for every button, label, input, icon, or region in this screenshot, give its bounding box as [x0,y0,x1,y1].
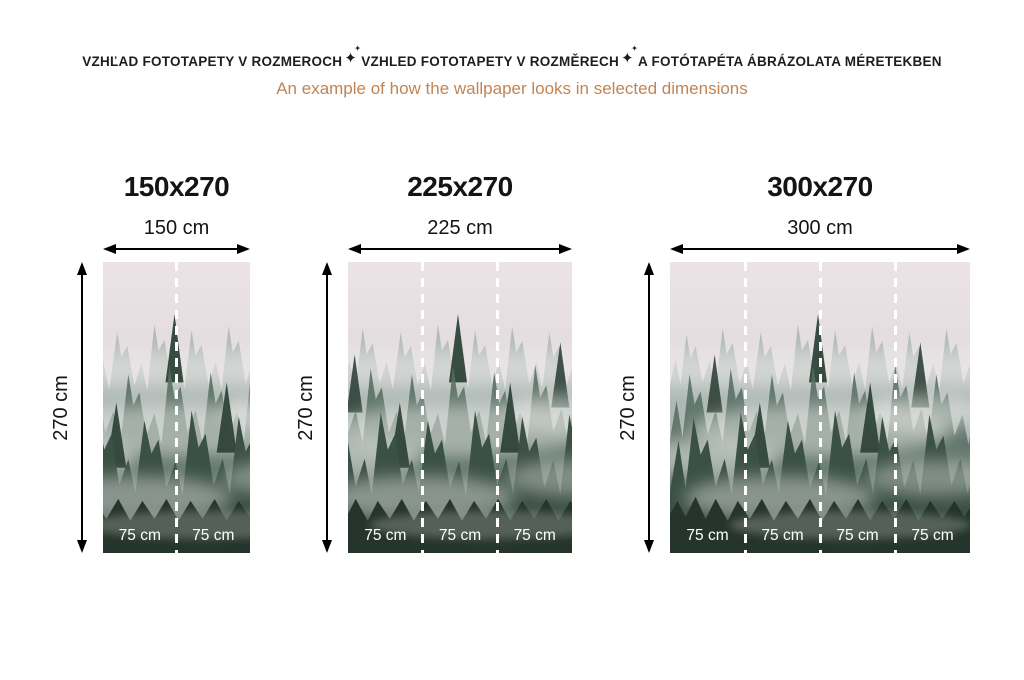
heading-hu: A FOTÓTAPÉTA ÁBRÁZOLATA MÉRETEKBEN [638,54,942,69]
sparkle-icon: ✦ ✦ [344,44,362,67]
sparkle-icon: ✦ ✦ [621,44,639,67]
arrow-line [361,248,559,250]
multilingual-heading: VZHĽAD FOTOTAPETY V ROZMEROCH ✦ ✦ VZHLED FO… [0,44,1024,70]
wallpaper-preview-225x270: 75 cm 75 cm 75 cm [348,262,572,553]
arrow-line [326,275,328,540]
segment-labels: 75 cm 75 cm 75 cm [348,527,572,553]
horizontal-dimension-arrow [103,243,250,255]
segment-width-label: 75 cm [118,527,161,544]
arrowhead-right-icon [957,244,970,254]
panel-seam-divider [818,262,822,553]
arrowhead-down-icon [322,540,332,553]
segment-labels: 75 cm 75 cm 75 cm 75 cm [670,527,970,553]
vertical-dimension-arrow [321,262,333,553]
arrowhead-right-icon [559,244,572,254]
panel-seam-divider [743,262,747,553]
segment-width-label: 75 cm [911,527,954,544]
heading-cz: VZHLED FOTOTAPETY V ROZMĚRECH [361,54,620,69]
panel-seam-divider [495,262,499,553]
arrowhead-left-icon [348,244,361,254]
segment-width-label: 75 cm [836,527,879,544]
heading-sk: VZHĽAD FOTOTAPETY V ROZMEROCH [82,54,343,69]
arrow-line [116,248,237,250]
width-dimension-label: 225 cm [427,217,493,239]
arrow-line [683,248,957,250]
height-dimension-label: 270 cm [617,375,639,441]
vertical-dimension-arrow [76,262,88,553]
arrowhead-right-icon [237,244,250,254]
arrowhead-down-icon [77,540,87,553]
wallpaper-preview-150x270: 75 cm 75 cm [103,262,250,553]
segment-width-label: 75 cm [686,527,729,544]
wallpaper-preview-300x270: 75 cm 75 cm 75 cm 75 cm [670,262,970,553]
segment-width-label: 75 cm [438,527,482,544]
width-dimension-label: 300 cm [787,217,853,239]
subtitle: An example of how the wallpaper looks in… [276,79,748,98]
panel-title: 225x270 [407,171,513,202]
width-dimension-label: 150 cm [143,217,210,239]
panel-225x270: 225x270 225 cm 270 cm 75 cm 75 cm 75 cm [295,0,572,680]
panel-300x270: 300x270 300 cm 270 cm 75 cm 75 cm 75 cm … [617,0,970,680]
arrowhead-up-icon [77,262,87,275]
segment-width-label: 75 cm [761,527,804,544]
horizontal-dimension-arrow [670,243,970,255]
arrowhead-down-icon [644,540,654,553]
arrowhead-left-icon [103,244,116,254]
arrow-line [648,275,650,540]
arrowhead-up-icon [644,262,654,275]
segment-labels: 75 cm 75 cm [103,527,250,553]
panel-150x270: 150x270 150 cm 270 cm 75 cm 75 cm [50,0,250,680]
panel-seam-divider [421,262,425,553]
arrowhead-left-icon [670,244,683,254]
height-dimension-label: 270 cm [50,375,72,441]
segment-width-label: 75 cm [364,527,407,544]
height-dimension-label: 270 cm [295,375,317,441]
foggy-forest-photo [348,262,572,553]
segment-width-label: 75 cm [513,527,556,544]
arrow-line [81,275,83,540]
panel-seam-divider [893,262,897,553]
arrowhead-up-icon [322,262,332,275]
panel-title: 300x270 [767,171,873,202]
panel-seam-divider [175,262,178,553]
panel-title: 150x270 [123,171,230,202]
segment-width-label: 75 cm [192,527,235,544]
vertical-dimension-arrow [643,262,655,553]
horizontal-dimension-arrow [348,243,572,255]
